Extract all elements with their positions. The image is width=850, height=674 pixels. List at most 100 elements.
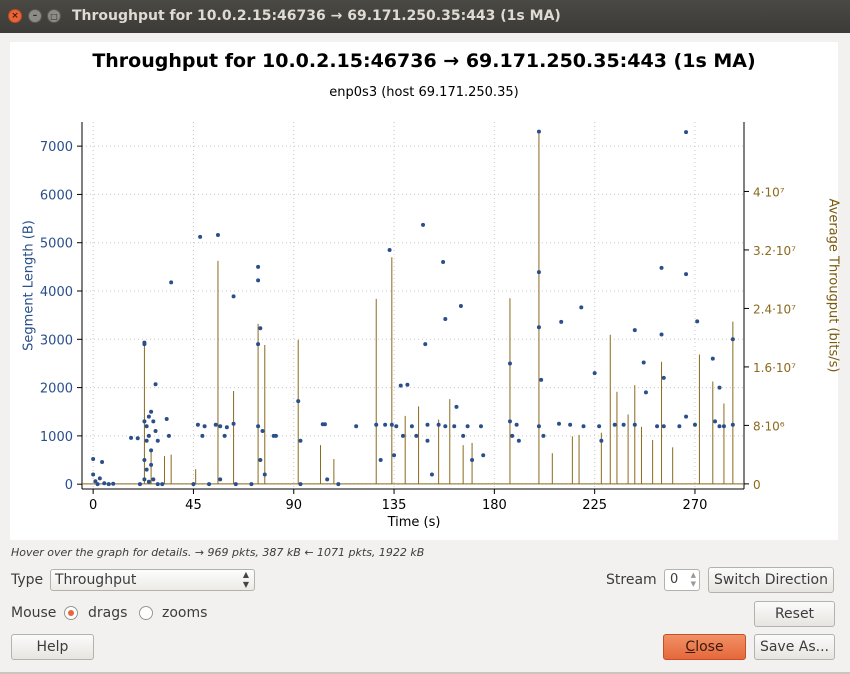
segment-point [507,361,512,366]
window-maximize-button[interactable]: □ [47,9,61,23]
throughput-plot[interactable]: 0 45 90 135 180 225 270 0 1000 2000 3000 4000 5000 60… [10,42,838,540]
segment-point [155,482,160,487]
segment-point [200,433,205,438]
switch-direction-button[interactable]: Switch Direction [708,567,834,593]
mouse-label: Mouse [11,605,57,621]
segment-point [514,422,519,427]
window-minimize-button[interactable]: – [28,9,42,23]
segment-point [298,438,303,443]
segment-point [441,260,446,265]
segment-point [262,472,267,477]
mouse-zooms-radio[interactable] [139,606,153,620]
segment-point [298,482,303,487]
save-as-button[interactable]: Save As... [754,634,835,660]
segment-point [592,371,597,376]
segment-point [507,419,512,424]
segment-point [256,424,261,429]
segment-point [717,424,722,429]
segment-point [169,280,174,285]
segment-point [383,422,388,427]
window-bottom-edge [0,672,850,674]
segment-point [153,382,158,387]
segment-point [470,458,475,463]
segment-point [536,424,541,429]
spin-arrows-icon[interactable]: ▲ ▼ [690,571,696,588]
y-left-tick-label: 1000 [40,430,73,445]
segment-point [621,422,626,427]
segment-point [222,433,227,438]
segment-point [213,422,218,427]
segment-point [695,319,700,324]
segment-point [215,232,220,237]
segment-point [661,375,666,380]
segment-point [710,356,715,361]
segment-point [155,438,160,443]
help-button[interactable]: Help [11,634,94,660]
window-title: Throughput for 10.0.2.15:46736 → 69.171.… [72,8,561,24]
graph-canvas[interactable]: 0 45 90 135 180 225 270 0 1000 2000 3000 4000 5000 60… [10,42,841,540]
y-axis-right-label: Average Througput (bits/s) [825,198,841,373]
segment-point [400,433,405,438]
segment-point [191,482,196,487]
segment-point [97,476,102,481]
segment-point [231,421,236,426]
segment-point [144,467,149,472]
segment-point [322,422,327,427]
segment-point [458,303,463,308]
segment-point [146,414,151,419]
mouse-drags-radio[interactable] [64,606,78,620]
close-mnemonic: C [685,639,696,655]
segment-point [296,399,301,404]
segment-point [643,390,648,395]
x-tick-label: 45 [185,498,202,513]
segment-point [684,272,689,277]
segment-point [378,458,383,463]
segment-point [195,422,200,427]
segment-point [149,409,154,414]
segment-point [536,129,541,134]
segment-point [661,424,666,429]
segment-point [91,457,96,462]
x-tick-label: 180 [482,498,507,513]
segment-point [224,425,229,430]
segment-point [392,453,397,458]
y-left-tick-label: 3000 [40,333,73,348]
graph-type-select[interactable]: Throughput ▲ ▼ [50,569,255,591]
segment-point [142,477,147,482]
segment-point [425,422,430,427]
segment-point [461,433,466,438]
segment-point [684,414,689,419]
mouse-drags-label[interactable]: drags [88,605,128,621]
segment-point [256,278,261,283]
segment-point [153,429,158,434]
stream-spinbox[interactable]: 0 ▲ ▼ [664,569,700,591]
close-button[interactable]: Close [663,634,746,660]
y-right-tick-label: 4·10⁷ [753,185,785,199]
segment-point [151,477,156,482]
segment-point [233,482,238,487]
segment-point [510,433,515,438]
reset-button[interactable]: Reset [754,601,835,627]
segment-point [454,404,459,409]
segment-point [541,433,546,438]
y-right-tick-label: 1.6·10⁷ [753,361,796,375]
segment-point [144,438,149,443]
segment-point [374,422,379,427]
segment-point [394,424,399,429]
segment-point [539,377,544,382]
x-tick-label: 90 [285,498,302,513]
segment-point [111,481,116,486]
updown-arrow-icon: ▲ ▼ [242,570,249,589]
plot-subtitle: enp0s3 (host 69.171.250.35) [329,85,519,100]
segment-point [721,424,726,429]
segment-point [581,424,586,429]
segment-point [443,317,448,322]
x-tick-label: 225 [582,498,607,513]
segment-point [465,424,470,429]
segment-point [516,438,521,443]
mouse-zooms-label[interactable]: zooms [162,605,208,621]
segment-point [354,424,359,429]
segment-point [659,332,664,337]
segment-point [677,424,682,429]
window-close-button[interactable]: × [8,9,22,23]
